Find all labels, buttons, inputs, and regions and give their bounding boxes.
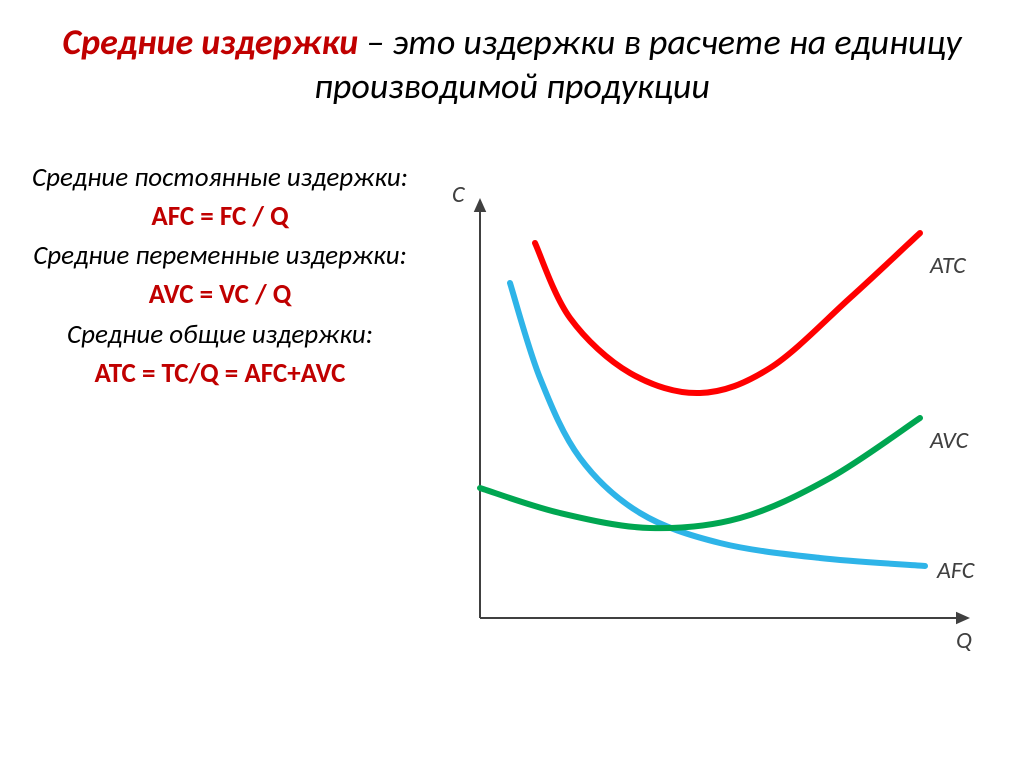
svg-text:ATC: ATC	[929, 251, 967, 280]
avc-formula: AVC = VC / Q	[30, 275, 410, 314]
atc-label: Средние общие издержки:	[30, 315, 410, 354]
svg-text:AVC: AVC	[929, 426, 970, 455]
cost-curves-chart: C Q AFC AVC ATC	[420, 158, 990, 658]
chart-svg: C Q AFC AVC ATC	[420, 158, 990, 658]
slide-title: Средние издержки – это издержки в расчет…	[0, 0, 1024, 118]
svg-text:AFC: AFC	[936, 556, 976, 585]
avc-label: Средние переменные издержки:	[30, 236, 410, 275]
atc-formula: ATC = TC/Q = AFC+AVC	[30, 354, 410, 393]
title-rest: – это издержки в расчете на единицу прои…	[314, 20, 962, 108]
svg-text:C: C	[452, 180, 466, 209]
afc-formula: AFC = FC / Q	[30, 197, 410, 236]
title-keyword: Средние издержки	[62, 20, 358, 64]
definitions-column: Средние постоянные издержки: AFC = FC / …	[30, 158, 410, 658]
content-row: Средние постоянные издержки: AFC = FC / …	[0, 118, 1024, 658]
afc-label: Средние постоянные издержки:	[30, 158, 410, 197]
svg-text:Q: Q	[956, 626, 972, 655]
